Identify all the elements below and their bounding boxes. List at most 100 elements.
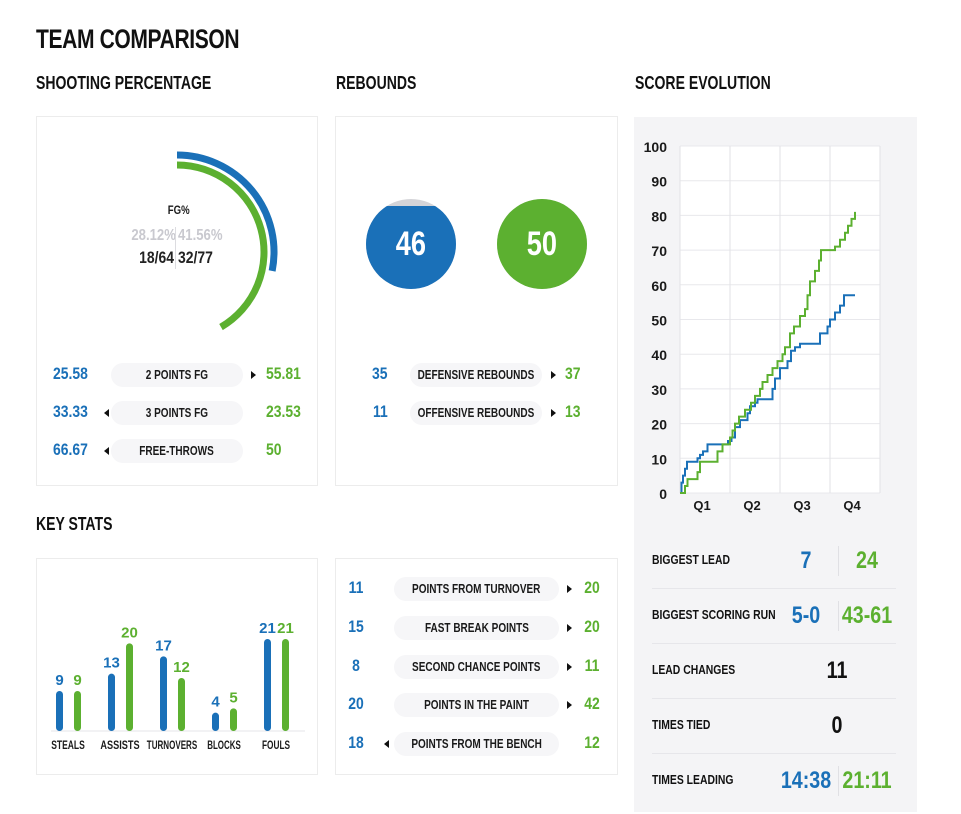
leader-arrow-right-icon: [251, 371, 256, 379]
stat-label: POINTS IN THE PAINT: [424, 698, 529, 713]
team-b-value: 50: [266, 440, 282, 459]
team-b-value: 11: [584, 655, 600, 675]
team-a-rebounds-fill: [366, 206, 456, 289]
bar-turnovers-team-b: [178, 678, 185, 731]
stat-label-pill: POINTS FROM THE BENCH: [394, 732, 559, 757]
team-b-value: 55.81: [266, 364, 301, 383]
stat-label-pill: SECOND CHANCE POINTS: [394, 654, 559, 679]
bar-value-label: 13: [103, 655, 120, 672]
bar-value-label: 4: [211, 694, 220, 711]
team-b-value: 42: [584, 694, 600, 714]
bar-category-label: TURNOVERS: [147, 738, 197, 752]
stat-label: BIGGEST LEAD: [652, 551, 731, 567]
team-a-fg-made: 18/64: [139, 248, 174, 267]
team-b-stat-value: 24: [856, 546, 878, 574]
stat-label-pill: OFFENSIVE REBOUNDS: [410, 401, 542, 425]
y-tick-label: 60: [651, 278, 667, 294]
team-a-rebounds-circle: 46: [366, 199, 456, 289]
team-a-value: 66.67: [53, 440, 88, 459]
bar-value-label: 12: [173, 659, 190, 676]
bar-value-label: 21: [259, 620, 276, 637]
y-tick-label: 30: [651, 382, 667, 398]
leader-arrow-right-icon: [551, 371, 556, 379]
bar-category-label: BLOCKS: [207, 738, 241, 752]
team-a-stat-value: 7: [800, 546, 812, 574]
fg-divider: [175, 227, 176, 269]
team-a-stat-value: 14:38: [780, 766, 832, 794]
x-tick-label: Q2: [743, 498, 760, 513]
team-a-value: 33.33: [53, 402, 88, 421]
stat-label-pill: 2 POINTS FG: [111, 363, 243, 387]
bar-value-label: 9: [55, 672, 63, 689]
stat-label-pill: POINTS FROM TURNOVER: [394, 577, 559, 601]
team-b-fg-made: 32/77: [178, 248, 213, 267]
key-stats-heading: KEY STATS: [36, 514, 113, 534]
y-tick-label: 40: [651, 347, 667, 363]
team-b-value: 23.53: [266, 402, 301, 421]
team-a-value: 8: [352, 655, 360, 675]
bar-value-label: 9: [73, 672, 81, 689]
y-tick-label: 70: [651, 243, 667, 259]
score-stat-row: BIGGEST SCORING RUN 5-0 43-61: [652, 588, 896, 644]
team-b-stat-value: 43-61: [841, 601, 893, 629]
stat-label: POINTS FROM TURNOVER: [412, 582, 541, 596]
y-tick-label: 90: [651, 174, 667, 190]
leader-arrow-left-icon: [104, 409, 109, 417]
stat-label: LEAD CHANGES: [652, 661, 736, 677]
score-stat-row: TIMES LEADING 14:38 21:11: [652, 753, 896, 808]
bar-value-label: 5: [229, 689, 237, 706]
bar-value-label: 17: [155, 637, 172, 654]
score-stat-row: LEAD CHANGES 11: [652, 643, 896, 699]
team-b-fg-arc: [176, 161, 268, 331]
leader-arrow-right-icon: [551, 409, 556, 417]
team-b-fg-pct: 41.56%: [178, 227, 223, 244]
team-a-value: 11: [373, 402, 388, 421]
rebounds-heading: REBOUNDS: [336, 73, 417, 93]
bar-assists-team-b: [126, 643, 133, 731]
stat-label-pill: DEFENSIVE REBOUNDS: [410, 363, 542, 387]
leader-arrow-right-icon: [567, 623, 572, 632]
x-tick-label: Q4: [843, 498, 861, 513]
stat-divider: [838, 601, 839, 631]
bar-value-label: 20: [121, 624, 138, 641]
leader-arrow-left-icon: [104, 447, 109, 455]
shooting-percentage-card: FG% 28.12% 41.56% 18/64 32/77 25.58 2 PO…: [36, 116, 318, 486]
leader-arrow-left-icon: [384, 740, 389, 749]
team-b-value: 13: [565, 402, 581, 421]
stat-label: POINTS FROM THE BENCH: [411, 737, 542, 752]
score-stat-row: BIGGEST LEAD 7 24: [652, 533, 896, 589]
bar-blocks-team-a: [212, 712, 219, 731]
team-b-value: 20: [584, 578, 600, 597]
team-b-value: 12: [584, 733, 600, 753]
stat-divider: [838, 546, 839, 576]
y-tick-label: 80: [651, 208, 667, 224]
y-tick-label: 100: [644, 139, 668, 155]
x-tick-label: Q1: [693, 498, 710, 513]
y-tick-label: 10: [651, 451, 667, 467]
score-evolution-heading: SCORE EVOLUTION: [635, 73, 771, 93]
score-stat-row: TIMES TIED 0: [652, 698, 896, 754]
stat-label: DEFENSIVE REBOUNDS: [417, 368, 535, 382]
bar-fouls-team-a: [264, 639, 271, 731]
stat-label: FAST BREAK POINTS: [424, 620, 529, 635]
score-evolution-line-chart: 0 10 20 30 40 50 60 70 80 90 100 Q1 Q2 Q3 Q4: [644, 139, 881, 513]
team-a-stat-value: 5-0: [791, 601, 821, 629]
team-a-value: 15: [348, 616, 364, 636]
leader-arrow-right-icon: [567, 701, 572, 710]
y-tick-label: 20: [651, 417, 667, 433]
stat-label: BIGGEST SCORING RUN: [652, 606, 776, 622]
page-title: TEAM COMPARISON: [36, 24, 240, 54]
team-b-score-line: [680, 211, 856, 494]
team-a-score-line: [680, 294, 855, 494]
stat-label: FREE-THROWS: [139, 444, 215, 458]
team-a-value: 20: [348, 694, 364, 714]
bar-category-label: STEALS: [51, 738, 85, 752]
stat-label: SECOND CHANCE POINTS: [412, 659, 541, 674]
team-a-fg-arc: [176, 151, 278, 272]
stat-label-pill: FREE-THROWS: [111, 439, 243, 463]
bar-blocks-team-b: [230, 708, 237, 731]
stat-label: OFFENSIVE REBOUNDS: [417, 406, 535, 420]
bar-assists-team-a: [108, 673, 115, 731]
bar-value-label: 21: [277, 620, 294, 637]
stat-divider: [838, 766, 839, 796]
